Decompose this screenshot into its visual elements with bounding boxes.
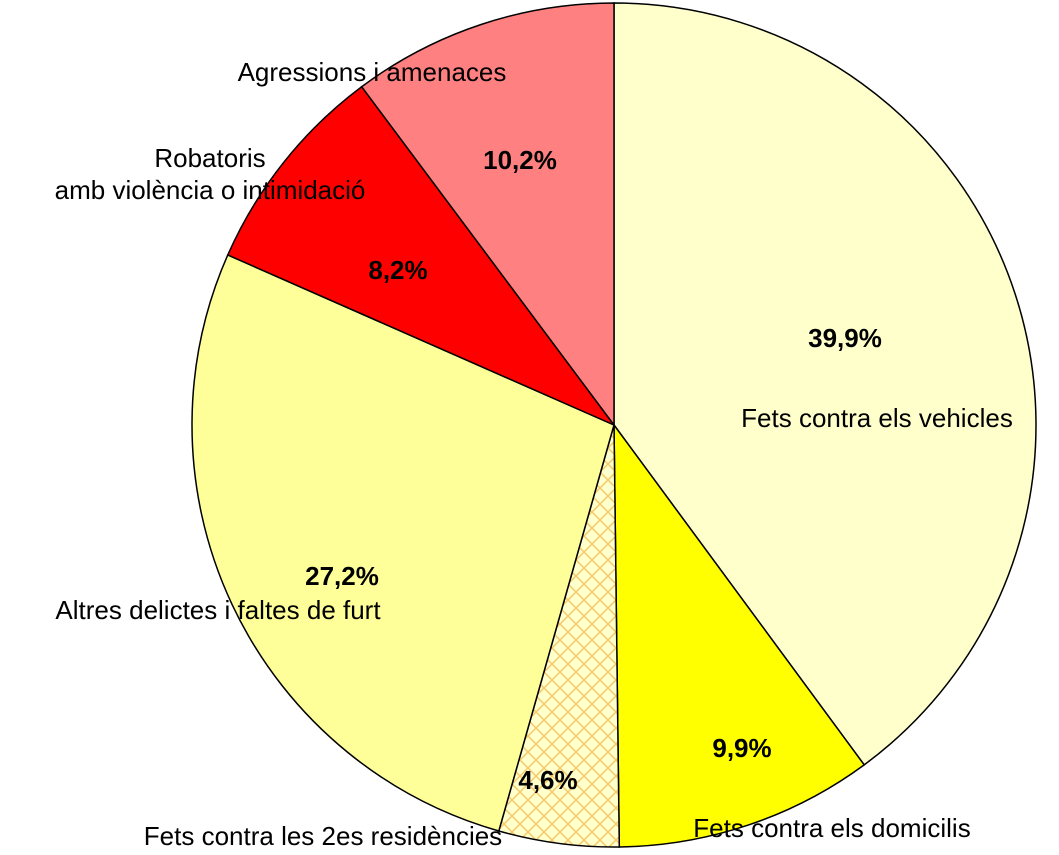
category-label: Agressions i amenaces bbox=[238, 57, 507, 87]
category-label: Robatoris amb violència o intimidació bbox=[55, 143, 366, 205]
value-label: 8,2% bbox=[368, 255, 427, 285]
labels: 39,9% Fets contra els vehicles 9,9% Fets co… bbox=[55, 57, 1013, 851]
value-label: 39,9% bbox=[808, 323, 882, 353]
pie-slice bbox=[191, 253, 615, 832]
value-label: 10,2% bbox=[483, 145, 557, 175]
category-label: Fets contra les 2es residències bbox=[144, 821, 502, 851]
pie-slice bbox=[360, 2, 615, 428]
category-label: Fets contra els vehicles bbox=[741, 403, 1013, 433]
pie-slice bbox=[613, 422, 866, 848]
pie-slice bbox=[226, 85, 617, 427]
pie-slice bbox=[613, 2, 1037, 766]
category-label: Fets contra els domicilis bbox=[693, 813, 970, 843]
value-label: 9,9% bbox=[712, 733, 771, 763]
value-label: 4,6% bbox=[518, 765, 577, 795]
pie bbox=[191, 2, 1037, 848]
category-label: Altres delictes i faltes de furt bbox=[55, 595, 381, 625]
value-label: 27,2% bbox=[305, 561, 379, 591]
